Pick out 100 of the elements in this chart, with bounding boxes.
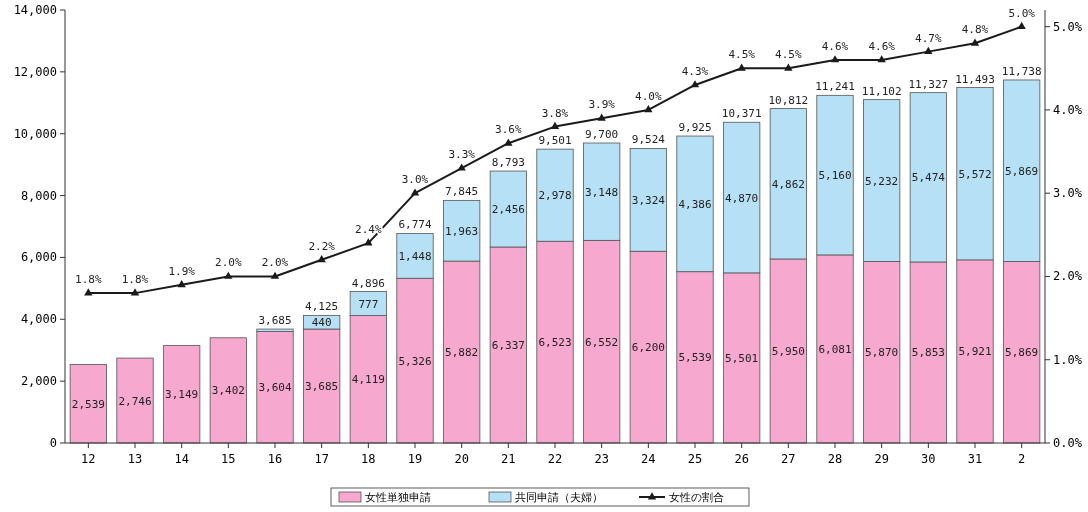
data-label: 5,232: [865, 174, 899, 188]
y-tick-label: 2,000: [20, 374, 57, 389]
point: [364, 238, 373, 246]
y-tick-label: 6,000: [20, 250, 57, 265]
y2-tick-label: 4.0%: [1053, 102, 1083, 117]
y2-tick-label: 5.0%: [1053, 19, 1083, 34]
bar: [256, 331, 294, 444]
x-tick-label: 14: [174, 452, 189, 466]
x-tick-label: 29: [874, 452, 889, 466]
point: [644, 105, 653, 113]
total-label: 4,896: [351, 276, 385, 290]
total-label: 11,241: [815, 80, 855, 94]
total-label: 9,501: [538, 134, 572, 148]
point: [177, 279, 186, 288]
y-tick-label: 4,000: [20, 312, 57, 327]
total-label: 7,845: [445, 185, 479, 199]
data-label: 5,921: [958, 345, 992, 359]
total-label: 11,493: [955, 72, 995, 86]
data-label: 5,950: [771, 344, 805, 358]
data-label: 3.8%: [541, 106, 569, 120]
y-tick-label: 10,000: [13, 126, 57, 141]
data-label: 3,149: [165, 388, 199, 402]
data-label: 777: [358, 297, 379, 311]
x-tick-label: 30: [921, 452, 936, 466]
x-tick-label: 20: [454, 452, 469, 466]
data-label: 1,963: [445, 224, 479, 238]
data-label: 2,746: [118, 394, 152, 408]
x-tick-label: 31: [967, 452, 983, 466]
data-label: 6,523: [538, 336, 572, 350]
point: [924, 46, 933, 55]
x-tick-label: 16: [267, 452, 283, 466]
data-label: 4.6%: [868, 39, 896, 53]
bar: [116, 357, 154, 444]
data-label: 4,870: [725, 191, 759, 205]
data-label: 2,978: [538, 189, 572, 203]
data-label: 2.0%: [261, 256, 289, 270]
point: [690, 80, 700, 88]
data-label: 5,869: [1005, 164, 1039, 178]
data-label: 1.8%: [121, 273, 149, 287]
x-tick-label: 22: [547, 452, 563, 466]
data-label: 4.7%: [915, 31, 942, 45]
data-label: 5,474: [911, 171, 946, 185]
point: [877, 55, 886, 63]
data-label: 3,402: [211, 384, 245, 398]
point: [130, 288, 140, 296]
x-tick-label: 27: [781, 452, 796, 466]
x-tick-label: 12: [81, 452, 96, 466]
total-label: 11,327: [908, 77, 949, 91]
data-label: 3.3%: [448, 148, 476, 162]
data-label: 5,539: [678, 351, 712, 365]
data-label: 4,386: [678, 197, 712, 211]
data-label: 4,862: [771, 177, 805, 191]
x-tick-label: 13: [127, 452, 143, 466]
x-tick-label: 24: [641, 452, 656, 466]
data-label: 1.8%: [75, 273, 102, 287]
point: [270, 271, 280, 279]
data-label: 1.9%: [168, 264, 196, 278]
total-label: 9,925: [678, 121, 712, 135]
point: [830, 55, 840, 63]
point: [224, 271, 233, 279]
total-label: 11,102: [861, 84, 902, 98]
data-label: 3.6%: [495, 123, 522, 137]
bar: [69, 364, 107, 444]
y2-tick-label: 0.0%: [1053, 436, 1083, 450]
data-label: 4.5%: [728, 48, 756, 62]
x-tick-label: 19: [407, 452, 423, 466]
data-label: 5.0%: [1008, 6, 1036, 20]
point: [410, 188, 420, 196]
y2-tick-label: 3.0%: [1053, 186, 1083, 201]
data-label: 6,200: [631, 341, 665, 355]
data-label: 6,081: [818, 342, 852, 356]
data-label: 2,539: [71, 397, 105, 411]
data-label: 3,685: [305, 380, 339, 394]
data-label: 6,337: [491, 339, 525, 352]
total-label: 4,125: [305, 300, 339, 314]
legend-label: 女性単独申請: [365, 491, 431, 504]
legend-label: 共同申請（夫婦）: [515, 491, 603, 504]
x-tick-label: 18: [361, 452, 376, 466]
x-tick-label: 2: [1018, 452, 1026, 466]
data-label: 5,572: [958, 167, 992, 181]
legend-label: 女性の割合: [669, 491, 724, 504]
data-label: 2.4%: [355, 223, 382, 237]
data-label: 4.0%: [635, 89, 662, 103]
data-label: 4.5%: [775, 48, 802, 62]
point: [317, 255, 326, 263]
x-tick-label: 26: [734, 452, 749, 466]
data-label: 4.8%: [961, 23, 989, 37]
data-label: 440: [311, 316, 332, 330]
point: [84, 288, 93, 296]
x-tick-label: 17: [314, 452, 329, 466]
data-label: 2.2%: [308, 239, 336, 253]
data-label: 4.6%: [821, 39, 849, 53]
x-tick-label: 28: [827, 452, 843, 466]
y-tick-label: 14,000: [13, 3, 57, 17]
x-tick-label: 23: [594, 452, 609, 466]
x-tick-label: 21: [501, 452, 516, 466]
data-label: 5,853: [911, 346, 945, 360]
point: [1017, 21, 1026, 30]
data-label: 3.9%: [588, 98, 616, 112]
point: [784, 63, 793, 71]
